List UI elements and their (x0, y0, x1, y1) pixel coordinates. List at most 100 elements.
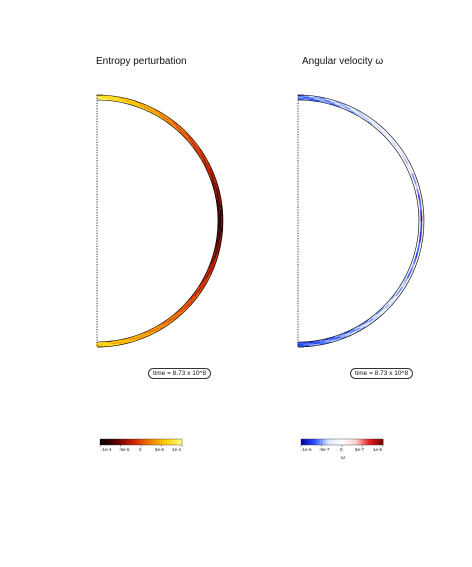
entropy-colorbar-swatch (146, 439, 149, 445)
omega-shell-cell (393, 290, 399, 297)
omega-shell-cell (390, 294, 396, 301)
omega-shell-cell (355, 109, 362, 114)
entropy-colorbar-swatch (169, 439, 172, 445)
omega-shell-cell (414, 258, 419, 265)
omega-shell-cell (308, 97, 315, 100)
omega-colorbar-swatch (347, 439, 350, 445)
entropy-shell-cell (139, 102, 146, 107)
entropy-shell-cell (210, 257, 214, 264)
omega-tick-4: 1e-6 (373, 447, 383, 452)
entropy-shell-cell (208, 168, 213, 175)
entropy-shell-cell (132, 334, 139, 339)
entropy-shell-cell (196, 150, 201, 157)
omega-shell-cell (324, 339, 331, 343)
entropy-shell-cell (96, 343, 103, 346)
entropy-colorbar-swatch (127, 439, 130, 445)
omega-shell-cell (413, 184, 417, 191)
omega-shell-cell (380, 129, 387, 135)
entropy-shell-cell (185, 298, 191, 305)
omega-shell-cell (420, 221, 423, 227)
entropy-colorbar-swatch (121, 439, 124, 445)
omega-colorbar-swatch (325, 439, 328, 445)
omega-shell-cell (363, 117, 369, 123)
entropy-colorbar-swatch (130, 439, 132, 445)
omega-shell-cell (416, 247, 420, 254)
omega-shell-cell (385, 305, 391, 311)
omega-shell-cell (408, 273, 413, 280)
entropy-shell-cell (97, 98, 103, 101)
omega-shell-cell (411, 179, 416, 186)
omega-shell-cell (407, 267, 412, 274)
omega-colorbar-swatch (372, 439, 374, 445)
entropy-shell-cell (190, 295, 196, 302)
omega-shell-cell (405, 272, 410, 279)
entropy-shell-cell (195, 144, 201, 151)
omega-shell-cell (414, 252, 419, 259)
entropy-shell-cell (113, 97, 120, 101)
omega-shell-cell (408, 162, 413, 169)
omega-shell-cell (407, 169, 412, 176)
omega-shell-cell (349, 109, 356, 114)
omega-shell-cell (376, 311, 382, 317)
omega-shell-cell (412, 172, 417, 179)
entropy-shell-cell (184, 131, 191, 138)
omega-shell-cell (412, 263, 417, 270)
entropy-colorbar-swatch (138, 439, 141, 445)
entropy-shell-cell (218, 231, 221, 238)
omega-shell-cell (353, 325, 360, 331)
entropy-colorbar-swatch (141, 439, 143, 445)
omega-shell-cell (334, 104, 341, 108)
omega-colorbar-swatch (362, 439, 365, 445)
entropy-shell-cell (218, 242, 222, 249)
entropy-colorbar-swatch (108, 439, 110, 445)
entropy-shell-cell (123, 97, 131, 102)
entropy-shell-cell (188, 135, 194, 142)
omega-colorbar-swatch (307, 439, 310, 445)
entropy-shell-cell (219, 221, 222, 227)
entropy-shell-cell (147, 328, 154, 333)
omega-shell-cell (345, 104, 352, 109)
entropy-shell-cell (175, 125, 182, 131)
entropy-shell-cell (175, 311, 181, 317)
entropy-shell-cell (172, 121, 179, 127)
omega-shell-cell (388, 137, 394, 143)
omega-colorbar-swatch (363, 439, 366, 445)
entropy-shell-cell (207, 162, 212, 169)
omega-shell-cell (350, 106, 357, 111)
omega-shell-cell (392, 296, 398, 303)
omega-shell-cell (324, 99, 331, 103)
omega-colorbar-swatch (374, 439, 377, 445)
omega-shell-cell (387, 138, 393, 144)
omega-colorbar-swatch (305, 439, 307, 445)
entropy-shell-cell (134, 100, 141, 105)
entropy-shell-cell (133, 337, 141, 342)
entropy-colorbar-swatch (128, 439, 131, 445)
entropy-shell-cell (216, 199, 219, 206)
omega-shell-cell (364, 322, 371, 328)
entropy-colorbar-swatch (154, 439, 157, 445)
omega-shell-cell (414, 177, 419, 185)
omega-shell-cell (411, 262, 415, 270)
omega-shell-cell (406, 272, 411, 279)
entropy-shell-cell (204, 272, 209, 279)
entropy-shell-cell (170, 313, 176, 319)
omega-shell-cell (313, 343, 320, 346)
omega-shell-cell (417, 236, 420, 243)
omega-shell-cell (406, 163, 411, 170)
entropy-shell-cell (161, 320, 168, 325)
omega-colorbar-swatch (351, 439, 354, 445)
entropy-shell-cell (123, 99, 130, 103)
entropy-shell-cell (194, 145, 200, 152)
omega-shell-cell (344, 106, 351, 111)
omega-shell-cell (416, 188, 420, 195)
entropy-shell-cell (162, 116, 169, 121)
omega-shell-cell (401, 282, 406, 289)
omega-shell-cell (389, 135, 395, 142)
entropy-shell-cell (112, 99, 119, 102)
omega-colorbar-swatch (329, 439, 332, 445)
entropy-colorbar-swatch (101, 439, 104, 445)
entropy-shell-cell (122, 337, 129, 341)
entropy-shell-cell (159, 111, 166, 117)
entropy-colorbar-swatch (156, 439, 158, 445)
omega-shell-cell (414, 247, 418, 254)
